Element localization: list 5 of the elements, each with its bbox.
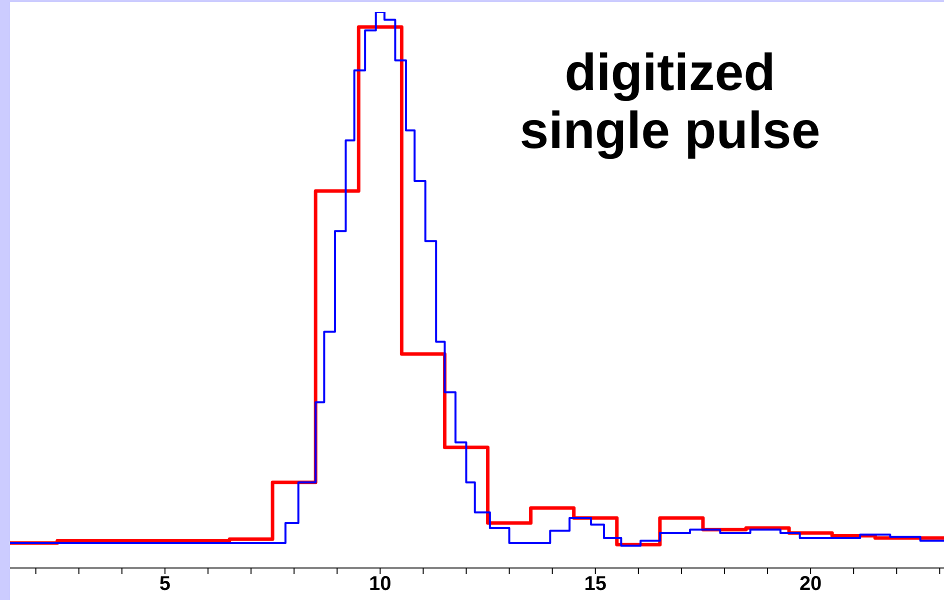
x-tick-label: 5	[159, 573, 171, 596]
text: digitized single pulse	[518, 44, 822, 160]
x-tick-label: 10	[369, 573, 392, 596]
x-tick-label: 15	[584, 573, 606, 596]
x-tick-label: 20	[799, 573, 822, 596]
